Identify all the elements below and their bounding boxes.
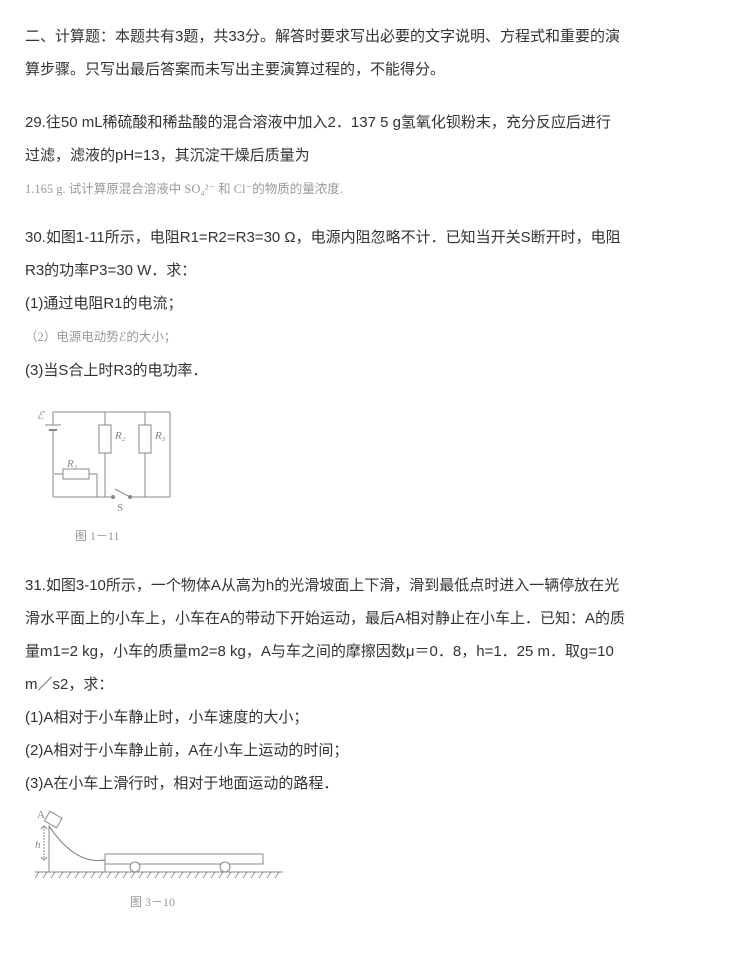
s-label: S (117, 502, 123, 514)
fig-1-11-caption: 图 1－11 (75, 523, 728, 549)
q29-line2: 过滤，滤液的pH=13，其沉淀干燥后质量为 (25, 139, 728, 172)
emf-label: ℰ (37, 410, 45, 422)
q31-line3: 量m1=2 kg，小车的质量m2=8 kg，A与车之间的摩擦因数μ＝0．8，h=… (25, 635, 728, 668)
question-29: 29.往50 mL稀硫酸和稀盐酸的混合溶液中加入2．137 5 g氢氧化钡粉末，… (25, 106, 728, 201)
question-30: 30.如图1-11所示，电阻R1=R2=R3=30 Ω，电源内阻忽略不计．已知当… (25, 221, 728, 550)
question-31: 31.如图3-10所示，一个物体A从高为h的光滑坡面上下滑，滑到最低点时进入一辆… (25, 569, 728, 915)
q30-line2: R3的功率P3=30 W．求： (25, 254, 728, 287)
a-label: A (37, 810, 45, 821)
q29-line1: 29.往50 mL稀硫酸和稀盐酸的混合溶液中加入2．137 5 g氢氧化钡粉末，… (25, 106, 728, 139)
figure-3-10: A h 图 3－10 (35, 810, 728, 915)
q31-line4: m／s2，求： (25, 668, 728, 701)
section-header-line2: 算步骤。只写出最后答案而未写出主要演算过程的，不能得分。 (25, 53, 728, 86)
figure-1-11: ℰ R₂ R₃ R₁ S 图 1－11 (35, 397, 728, 549)
q29-faded: 1.165 g. 试计算原混合溶液中 SO₄²⁻ 和 Cl⁻的物质的量浓度. (25, 178, 728, 201)
q30-sub2-faded: （2）电源电动势ℰ的大小； (25, 326, 728, 349)
slope-cart-diagram: A h (35, 810, 285, 885)
section-header-line1: 二、计算题：本题共有3题，共33分。解答时要求写出必要的文字说明、方程式和重要的… (25, 20, 728, 53)
q31-sub3: (3)A在小车上滑行时，相对于地面运动的路程． (25, 767, 728, 800)
fig-3-10-caption: 图 3－10 (130, 889, 728, 915)
q30-sub1: (1)通过电阻R1的电流； (25, 287, 728, 320)
q30-line1: 30.如图1-11所示，电阻R1=R2=R3=30 Ω，电源内阻忽略不计．已知当… (25, 221, 728, 254)
r1-label: R₁ (66, 458, 78, 470)
circuit-diagram: ℰ R₂ R₃ R₁ S (35, 397, 185, 517)
r2-label: R₂ (114, 430, 126, 442)
q31-sub1: (1)A相对于小车静止时，小车速度的大小； (25, 701, 728, 734)
q31-sub2: (2)A相对于小车静止前，A在小车上运动的时间； (25, 734, 728, 767)
r3-label: R₃ (154, 430, 166, 442)
q30-sub3: (3)当S合上时R3的电功率． (25, 354, 728, 387)
q31-line1: 31.如图3-10所示，一个物体A从高为h的光滑坡面上下滑，滑到最低点时进入一辆… (25, 569, 728, 602)
h-label: h (35, 839, 41, 851)
q31-line2: 滑水平面上的小车上，小车在A的带动下开始运动，最后A相对静止在小车上．已知：A的… (25, 602, 728, 635)
